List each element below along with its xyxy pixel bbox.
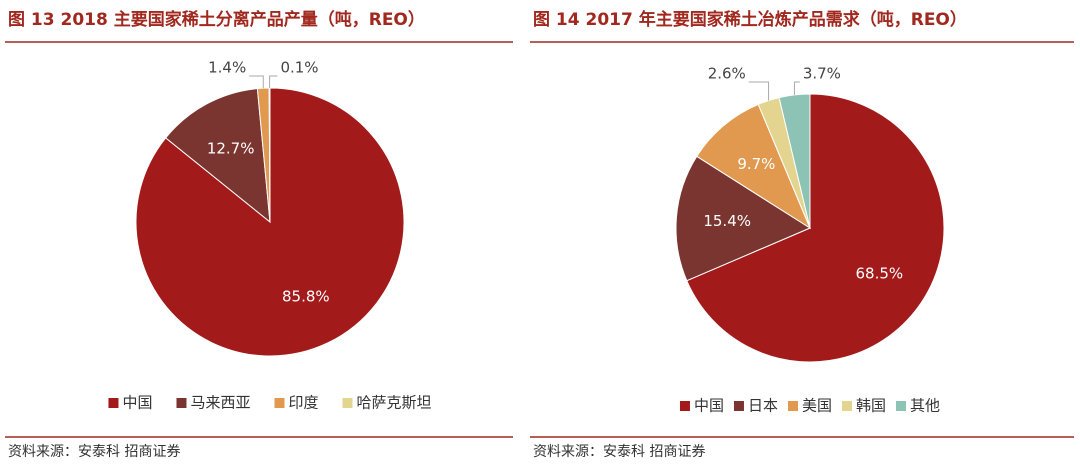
legend-label: 美国 [802, 397, 832, 415]
pie-slice [164, 88, 271, 224]
data-label: 1.4% [208, 59, 246, 77]
leader-line [269, 75, 278, 89]
leader-line [793, 81, 800, 95]
legend-swatch [842, 401, 853, 411]
legend-label: 日本 [748, 397, 778, 415]
legend-label: 马来西亚 [190, 394, 250, 412]
chart-title: 图 14 2017 年主要国家稀土冶炼产品需求（吨，REO） [533, 9, 967, 30]
legend-swatch [679, 401, 690, 411]
legend-label: 韩国 [856, 397, 886, 415]
legend-label: 中国 [122, 394, 152, 412]
legend-label: 哈萨克斯坦 [357, 394, 432, 412]
legend-label: 印度 [289, 394, 319, 412]
data-label: 68.5% [856, 264, 904, 282]
legend-swatch [787, 401, 798, 411]
legend-swatch [176, 398, 187, 408]
data-label: 15.4% [703, 212, 751, 230]
data-label: 0.1% [280, 59, 318, 77]
pie-slice [675, 155, 812, 282]
legend-swatch [274, 398, 285, 408]
data-label: 12.7% [207, 139, 255, 157]
chart-title: 图 13 2018 主要国家稀土分离产品产量（吨，REO） [8, 9, 425, 30]
pie-slice [686, 93, 945, 363]
legend-swatch [342, 398, 353, 408]
legend-swatch [896, 401, 907, 411]
leader-line [249, 75, 264, 89]
legend-swatch [733, 401, 744, 411]
data-label: 3.7% [803, 65, 841, 83]
legend-label: 中国 [694, 397, 724, 415]
data-label: 9.7% [737, 155, 775, 173]
leader-line [748, 81, 770, 101]
legend-swatch [108, 398, 119, 408]
source: 资料来源：安泰科 招商证券 [8, 444, 180, 460]
legend-label: 其他 [910, 397, 940, 415]
pie-slice [696, 103, 812, 230]
source: 资料来源：安泰科 招商证券 [533, 444, 705, 460]
data-label: 2.6% [708, 65, 746, 83]
data-label: 85.8% [282, 287, 330, 305]
